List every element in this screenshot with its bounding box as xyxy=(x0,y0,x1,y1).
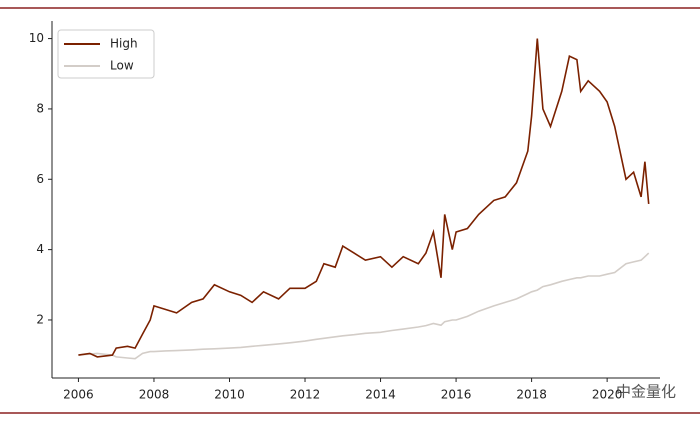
y-tick-label: 2 xyxy=(36,312,44,326)
x-tick-label: 2012 xyxy=(290,388,321,402)
x-tick-label: 2008 xyxy=(139,388,170,402)
x-tick-label: 2010 xyxy=(214,388,245,402)
x-tick-label: 2018 xyxy=(516,388,547,402)
y-tick-label: 10 xyxy=(29,31,44,45)
x-tick-label: 2020 xyxy=(592,388,623,402)
watermark: 中金量化 xyxy=(616,383,676,401)
series-line xyxy=(78,38,650,358)
y-tick-label: 4 xyxy=(36,242,44,256)
y-tick-label: 8 xyxy=(36,101,44,115)
legend-label: High xyxy=(110,37,138,51)
plot-area xyxy=(78,38,650,360)
legend-box xyxy=(57,29,155,79)
series-line xyxy=(78,252,650,360)
legend-label: Low xyxy=(110,59,134,73)
x-tick-label: 2014 xyxy=(365,388,396,402)
x-tick-label: 2006 xyxy=(63,388,94,402)
y-tick-label: 6 xyxy=(36,172,44,186)
x-tick-label: 2016 xyxy=(441,388,472,402)
